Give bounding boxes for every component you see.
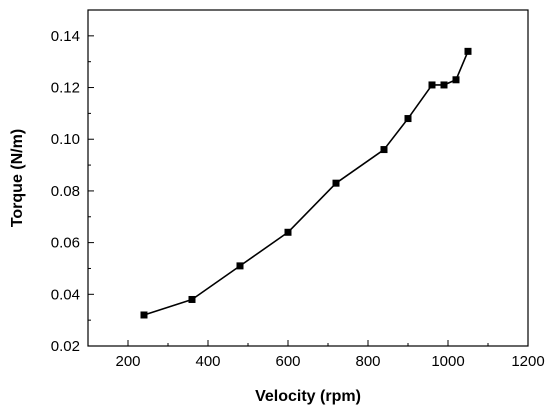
series-line-segment [383, 118, 409, 151]
series-line-segment [239, 231, 289, 267]
x-tick-label: 800 [355, 353, 380, 370]
series-line-segment [335, 148, 385, 184]
y-axis-title: Torque (N/m) [9, 129, 26, 227]
series-line-segment [455, 51, 469, 81]
series-line-segment [407, 84, 433, 120]
data-point-marker [332, 179, 340, 187]
data-point-marker [236, 262, 244, 270]
plot-frame [87, 9, 529, 347]
data-point-marker [404, 115, 412, 123]
data-point-marker [188, 295, 196, 303]
y-tick-label: 0.10 [51, 131, 80, 148]
y-axis-ticks [88, 35, 94, 347]
data-point-marker [440, 81, 448, 89]
data-point-marker [284, 228, 292, 236]
y-tick-label: 0.14 [51, 28, 80, 45]
y-tick-label: 0.06 [51, 235, 80, 252]
series-line-segment [191, 265, 241, 301]
data-point-marker [428, 81, 436, 89]
x-axis-tick-labels: 200 400 600 800 1000 1200 [115, 353, 544, 370]
x-tick-label: 600 [275, 353, 300, 370]
x-tick-label: 1200 [511, 353, 544, 370]
series-lines [143, 51, 469, 316]
y-tick-label: 0.02 [51, 338, 80, 355]
x-tick-label: 400 [195, 353, 220, 370]
x-axis-ticks [127, 340, 529, 346]
data-point-marker [464, 47, 472, 55]
x-tick-label: 1000 [431, 353, 464, 370]
y-tick-label: 0.12 [51, 80, 80, 97]
y-tick-label: 0.04 [51, 286, 80, 303]
series-line-segment [143, 298, 193, 316]
y-tick-label: 0.08 [51, 183, 80, 200]
data-point-marker [140, 311, 148, 319]
x-tick-label: 200 [115, 353, 140, 370]
y-axis-tick-labels: 0.02 0.04 0.06 0.08 0.10 0.12 0.14 [51, 28, 80, 355]
data-point-marker [452, 76, 460, 84]
series-line-segment [287, 182, 337, 233]
series-points [140, 47, 472, 319]
x-axis-title: Velocity (rpm) [255, 388, 361, 405]
data-point-marker [380, 146, 388, 154]
